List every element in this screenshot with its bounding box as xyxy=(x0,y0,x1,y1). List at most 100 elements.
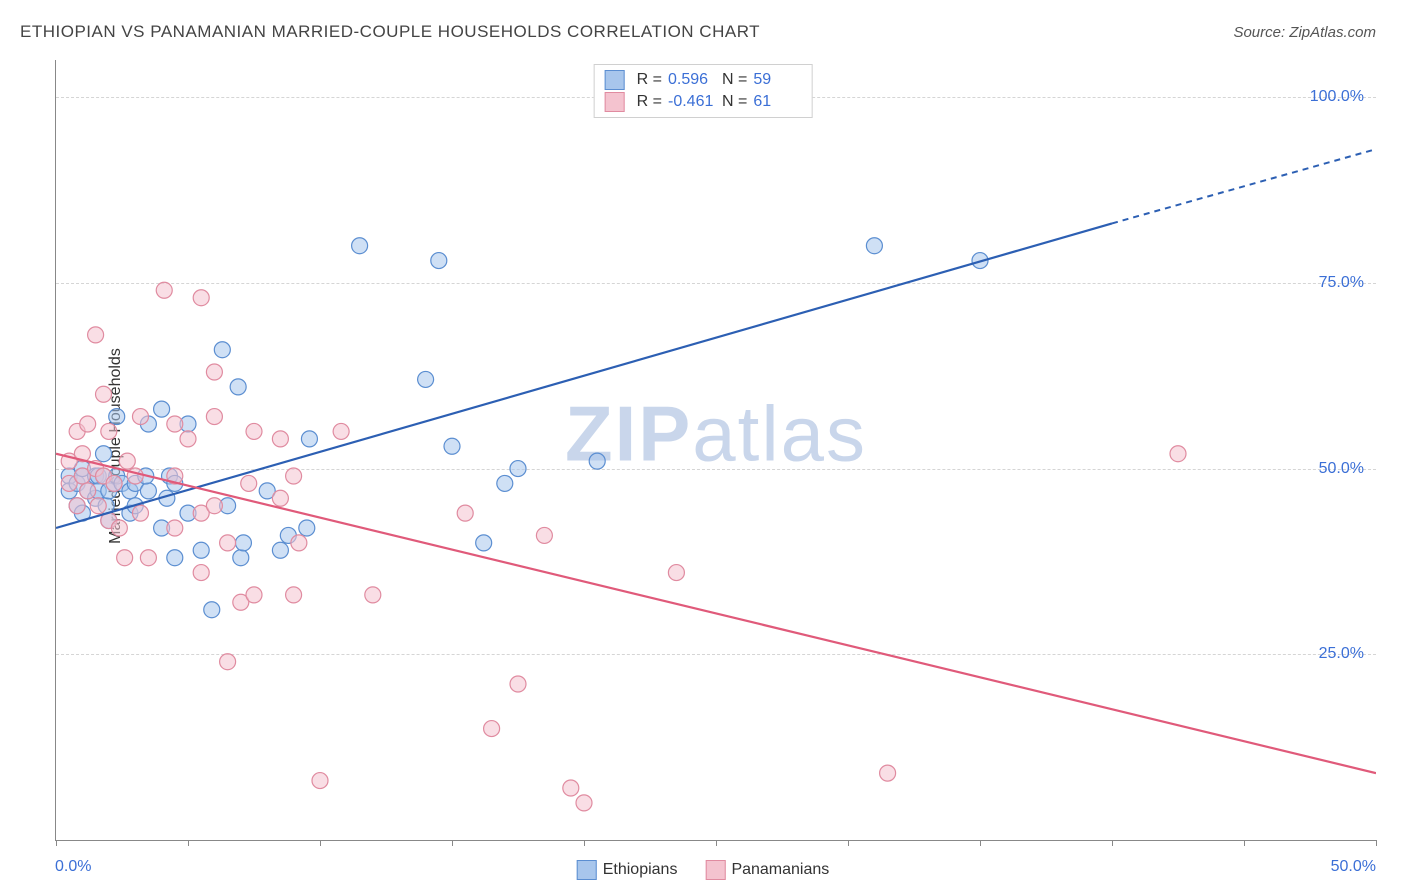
legend-label-0: Ethiopians xyxy=(603,861,678,878)
data-point xyxy=(69,498,85,514)
x-tick xyxy=(452,840,453,846)
data-point xyxy=(206,364,222,380)
data-point xyxy=(431,253,447,269)
data-point xyxy=(272,431,288,447)
data-point xyxy=(206,498,222,514)
n-label-0: N = xyxy=(722,71,747,89)
swatch-panamanians xyxy=(605,92,625,112)
data-point xyxy=(193,542,209,558)
data-point xyxy=(301,431,317,447)
swatch-ethiopians-b xyxy=(577,860,597,880)
x-tick xyxy=(188,840,189,846)
data-point xyxy=(132,505,148,521)
data-point xyxy=(220,535,236,551)
x-tick xyxy=(320,840,321,846)
data-point xyxy=(563,780,579,796)
data-point xyxy=(312,773,328,789)
correlation-legend: R = 0.596 N = 59 R = -0.461 N = 61 xyxy=(594,64,813,118)
data-point xyxy=(536,527,552,543)
x-label-min: 0.0% xyxy=(55,858,91,876)
r-label-1: R = xyxy=(637,93,662,111)
data-point xyxy=(214,342,230,358)
r-label-0: R = xyxy=(637,71,662,89)
data-point xyxy=(96,386,112,402)
data-point xyxy=(132,409,148,425)
data-point xyxy=(235,535,251,551)
data-point xyxy=(111,520,127,536)
n-label-1: N = xyxy=(722,93,747,111)
data-point xyxy=(167,520,183,536)
plot-area: ZIPatlas 25.0%50.0%75.0%100.0% xyxy=(55,60,1376,841)
data-point xyxy=(333,423,349,439)
data-point xyxy=(286,468,302,484)
data-point xyxy=(352,238,368,254)
data-point xyxy=(510,676,526,692)
data-point xyxy=(589,453,605,469)
data-point xyxy=(484,721,500,737)
legend-item-panamanians: Panamanians xyxy=(705,860,829,880)
data-point xyxy=(291,535,307,551)
data-point xyxy=(140,483,156,499)
data-point xyxy=(576,795,592,811)
data-point xyxy=(193,290,209,306)
data-point xyxy=(866,238,882,254)
trend-line-extrapolated xyxy=(1112,149,1376,223)
data-point xyxy=(167,550,183,566)
data-point xyxy=(154,401,170,417)
n-value-1: 61 xyxy=(753,93,801,111)
data-point xyxy=(233,550,249,566)
x-tick xyxy=(1376,840,1377,846)
data-point xyxy=(299,520,315,536)
x-tick xyxy=(848,840,849,846)
data-point xyxy=(668,565,684,581)
chart-title: ETHIOPIAN VS PANAMANIAN MARRIED-COUPLE H… xyxy=(20,22,760,42)
data-point xyxy=(246,423,262,439)
data-point xyxy=(80,416,96,432)
x-tick xyxy=(584,840,585,846)
data-point xyxy=(476,535,492,551)
data-point xyxy=(140,550,156,566)
legend-row-ethiopians: R = 0.596 N = 59 xyxy=(605,69,802,91)
n-value-0: 59 xyxy=(753,71,801,89)
r-value-0: 0.596 xyxy=(668,71,716,89)
data-point xyxy=(80,483,96,499)
legend-row-panamanians: R = -0.461 N = 61 xyxy=(605,91,802,113)
x-tick xyxy=(1112,840,1113,846)
data-point xyxy=(510,461,526,477)
swatch-ethiopians xyxy=(605,70,625,90)
data-point xyxy=(119,453,135,469)
x-tick xyxy=(716,840,717,846)
data-point xyxy=(167,416,183,432)
data-point xyxy=(180,431,196,447)
x-label-max: 50.0% xyxy=(1331,858,1376,876)
data-point xyxy=(106,475,122,491)
data-point xyxy=(246,587,262,603)
data-point xyxy=(204,602,220,618)
x-tick xyxy=(56,840,57,846)
data-point xyxy=(220,654,236,670)
data-point xyxy=(230,379,246,395)
data-point xyxy=(101,423,117,439)
r-value-1: -0.461 xyxy=(668,93,716,111)
source-attribution: Source: ZipAtlas.com xyxy=(1233,24,1376,41)
legend-item-ethiopians: Ethiopians xyxy=(577,860,678,880)
data-point xyxy=(444,438,460,454)
data-point xyxy=(156,282,172,298)
trend-line xyxy=(56,454,1376,773)
data-point xyxy=(880,765,896,781)
data-point xyxy=(286,587,302,603)
legend-label-1: Panamanians xyxy=(731,861,829,878)
x-tick xyxy=(1244,840,1245,846)
data-point xyxy=(206,409,222,425)
series-legend: Ethiopians Panamanians xyxy=(577,860,830,880)
data-point xyxy=(457,505,473,521)
data-point xyxy=(90,498,106,514)
data-point xyxy=(1170,446,1186,462)
data-point xyxy=(117,550,133,566)
data-point xyxy=(241,475,257,491)
data-point xyxy=(365,587,381,603)
data-point xyxy=(193,565,209,581)
x-tick xyxy=(980,840,981,846)
data-point xyxy=(272,490,288,506)
swatch-panamanians-b xyxy=(705,860,725,880)
